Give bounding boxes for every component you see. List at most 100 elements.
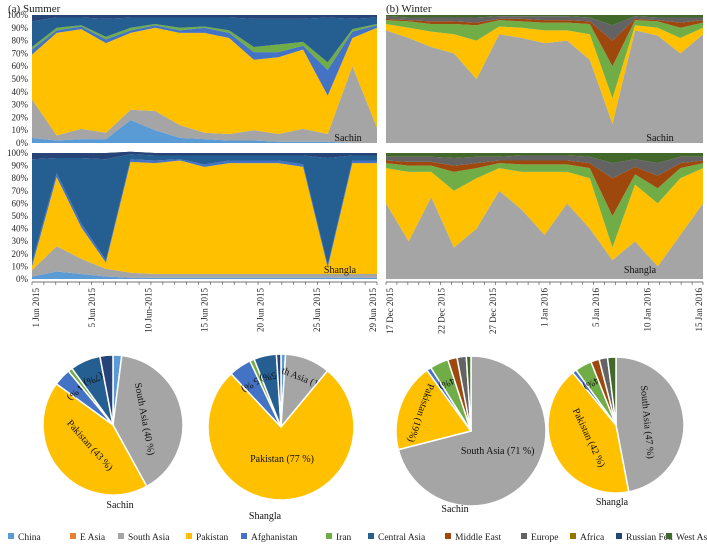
y-tick-label: 70% (12, 186, 29, 196)
area-series-pakistan (386, 168, 703, 267)
legend-label: Iran (336, 533, 352, 543)
y-tick-label: 10% (12, 261, 29, 271)
winter-date-axis: 17 Dec 2015 22 Dec 2015 27 Dec 2015 1 Jan 2… (385, 281, 704, 334)
x-tick-label: 5 Jun 2015 (87, 288, 97, 328)
legend-item-afghanistan: Afghanistan (241, 532, 298, 543)
pie-site-label: Shangla (596, 497, 629, 508)
y-tick-label: 40% (12, 87, 29, 97)
legend-swatch (326, 533, 332, 539)
pie-summer-sachin: South Asia (40 %)Pakistan (43 %)(4 %)(7%… (42, 354, 184, 511)
legend-item-africa: Africa (570, 532, 605, 543)
pie-winter-shangla: South Asia (47 %)Pakistan (42 %)(4%)Shan… (547, 356, 685, 508)
legend-label: Central Asia (378, 533, 426, 543)
x-tick-label: 25 Jun 2015 (312, 288, 322, 333)
x-tick-label: 22 Dec 2015 (437, 288, 447, 334)
site-label-sachin: Sachin (646, 133, 673, 144)
legend-label: China (18, 533, 41, 543)
pie-site-label: Sachin (441, 504, 468, 515)
legend-swatch (445, 533, 451, 539)
y-tick-label: 10% (12, 125, 29, 135)
legend-label: Russian Fed (626, 533, 673, 543)
legend-item-e-asia: E Asia (70, 533, 106, 543)
legend-label: Africa (580, 532, 605, 543)
pie-slice-pakistan (547, 371, 630, 494)
area-series-china (32, 271, 377, 279)
x-tick-label: 1 Jan 2016 (540, 288, 550, 327)
legend-item-middle-east: Middle East (445, 533, 502, 543)
area-series-middle-east (386, 18, 703, 67)
legend-swatch (666, 533, 672, 539)
legend-item-west-asia: West Asia (666, 533, 707, 543)
pie-slice-south-asia (615, 356, 685, 493)
legend-item-central-asia: Central Asia (368, 533, 426, 543)
area-series-china (32, 119, 377, 143)
legend-item-europe: Europe (521, 533, 558, 543)
legend-label: Pakistan (196, 533, 228, 543)
pie-label-pakistan: Pakistan (77 %) (250, 454, 314, 465)
x-tick-label: 15 Jan 2016 (694, 288, 704, 332)
area-series-russian-fed (32, 15, 377, 22)
legend-swatch (521, 533, 527, 539)
y-tick-label: 80% (12, 36, 29, 46)
y-tick-label: 100% (7, 148, 29, 158)
pie-slice-west-asia (606, 356, 617, 426)
winter-panel-title: (b) Winter (386, 3, 432, 15)
y-tick-label: 30% (12, 236, 29, 246)
x-tick-label: 15 Jun 2015 (200, 288, 210, 333)
x-tick-label: 10 Jun-2015 (143, 288, 153, 333)
legend-item-russian-fed: Russian Fed (616, 533, 673, 543)
pie-site-label: Sachin (106, 500, 133, 511)
pie-label-south-asia: South Asia (71 %) (461, 446, 535, 457)
area-series-europe (386, 16, 703, 41)
legend: China E Asia South Asia Pakistan Afghanistan… (8, 532, 707, 543)
y-tick-label: 80% (12, 173, 29, 183)
y-tick-label: 0% (16, 138, 29, 148)
y-tick-label: 40% (12, 224, 29, 234)
pie-slice-pakistan (395, 369, 473, 451)
x-tick-label: 1 Jun 2015 (31, 288, 41, 328)
legend-swatch (186, 533, 192, 539)
legend-swatch (118, 533, 124, 539)
area-series-middle-east (386, 160, 703, 216)
area-series-west-asia (386, 15, 703, 26)
area-series-top-fill (32, 151, 377, 153)
area-series-south-asia (32, 246, 377, 278)
pie-charts: South Asia (40 %)Pakistan (43 %)(4 %)(7%… (42, 353, 685, 522)
y-tick-label: 70% (12, 48, 29, 58)
legend-label: Middle East (455, 533, 502, 543)
area-chart-a-summer-shangla: 0% 10% 20% 30% 40% 50% 60% 70% 80% 90% 100% Shangla (7, 148, 377, 284)
area-series-pakistan (386, 23, 703, 124)
site-label-shangla: Shangla (624, 265, 657, 276)
y-tick-label: 60% (12, 61, 29, 71)
pie-slice-russian-fed (99, 354, 114, 426)
legend-swatch (368, 533, 374, 539)
area-chart-b-winter-shangla: Shangla (386, 153, 703, 279)
pie-slice-pakistan (207, 369, 355, 501)
y-tick-label: 100% (7, 10, 29, 20)
legend-swatch (570, 533, 576, 539)
summer-panel-title: (a) Summer (8, 3, 61, 15)
summer-date-axis: 1 Jun 2015 5 Jun 2015 10 Jun-2015 15 Jun 20… (31, 281, 378, 333)
pie-slice-south-asia (112, 354, 184, 488)
legend-label: South Asia (128, 533, 170, 543)
area-chart-a-summer-sachin: 0% 10% 20% 30% 40% 50% 60% 70% 80% 90% 100% Sachin (7, 10, 377, 148)
x-tick-label: 17 Dec 2015 (385, 288, 395, 334)
y-tick-label: 20% (12, 112, 29, 122)
x-tick-label: 20 Jun 2015 (256, 288, 266, 333)
y-tick-label: 50% (12, 74, 29, 84)
area-series-central-asia (32, 154, 377, 266)
pie-slice-pakistan (42, 382, 148, 496)
area-series-iran (386, 20, 703, 99)
pie-slice-west-asia (465, 355, 472, 432)
area-series-pakistan (32, 160, 377, 274)
site-label-shangla: Shangla (324, 265, 357, 276)
legend-item-south-asia: South Asia (118, 533, 170, 543)
legend-label: E Asia (80, 533, 106, 543)
area-series-south-asia (386, 30, 703, 143)
y-tick-label: 20% (12, 249, 29, 259)
x-tick-label: 27 Dec 2015 (488, 288, 498, 334)
legend-label: West Asia (676, 533, 707, 543)
legend-item-pakistan: Pakistan (186, 533, 228, 543)
legend-item-china: China (8, 533, 41, 543)
